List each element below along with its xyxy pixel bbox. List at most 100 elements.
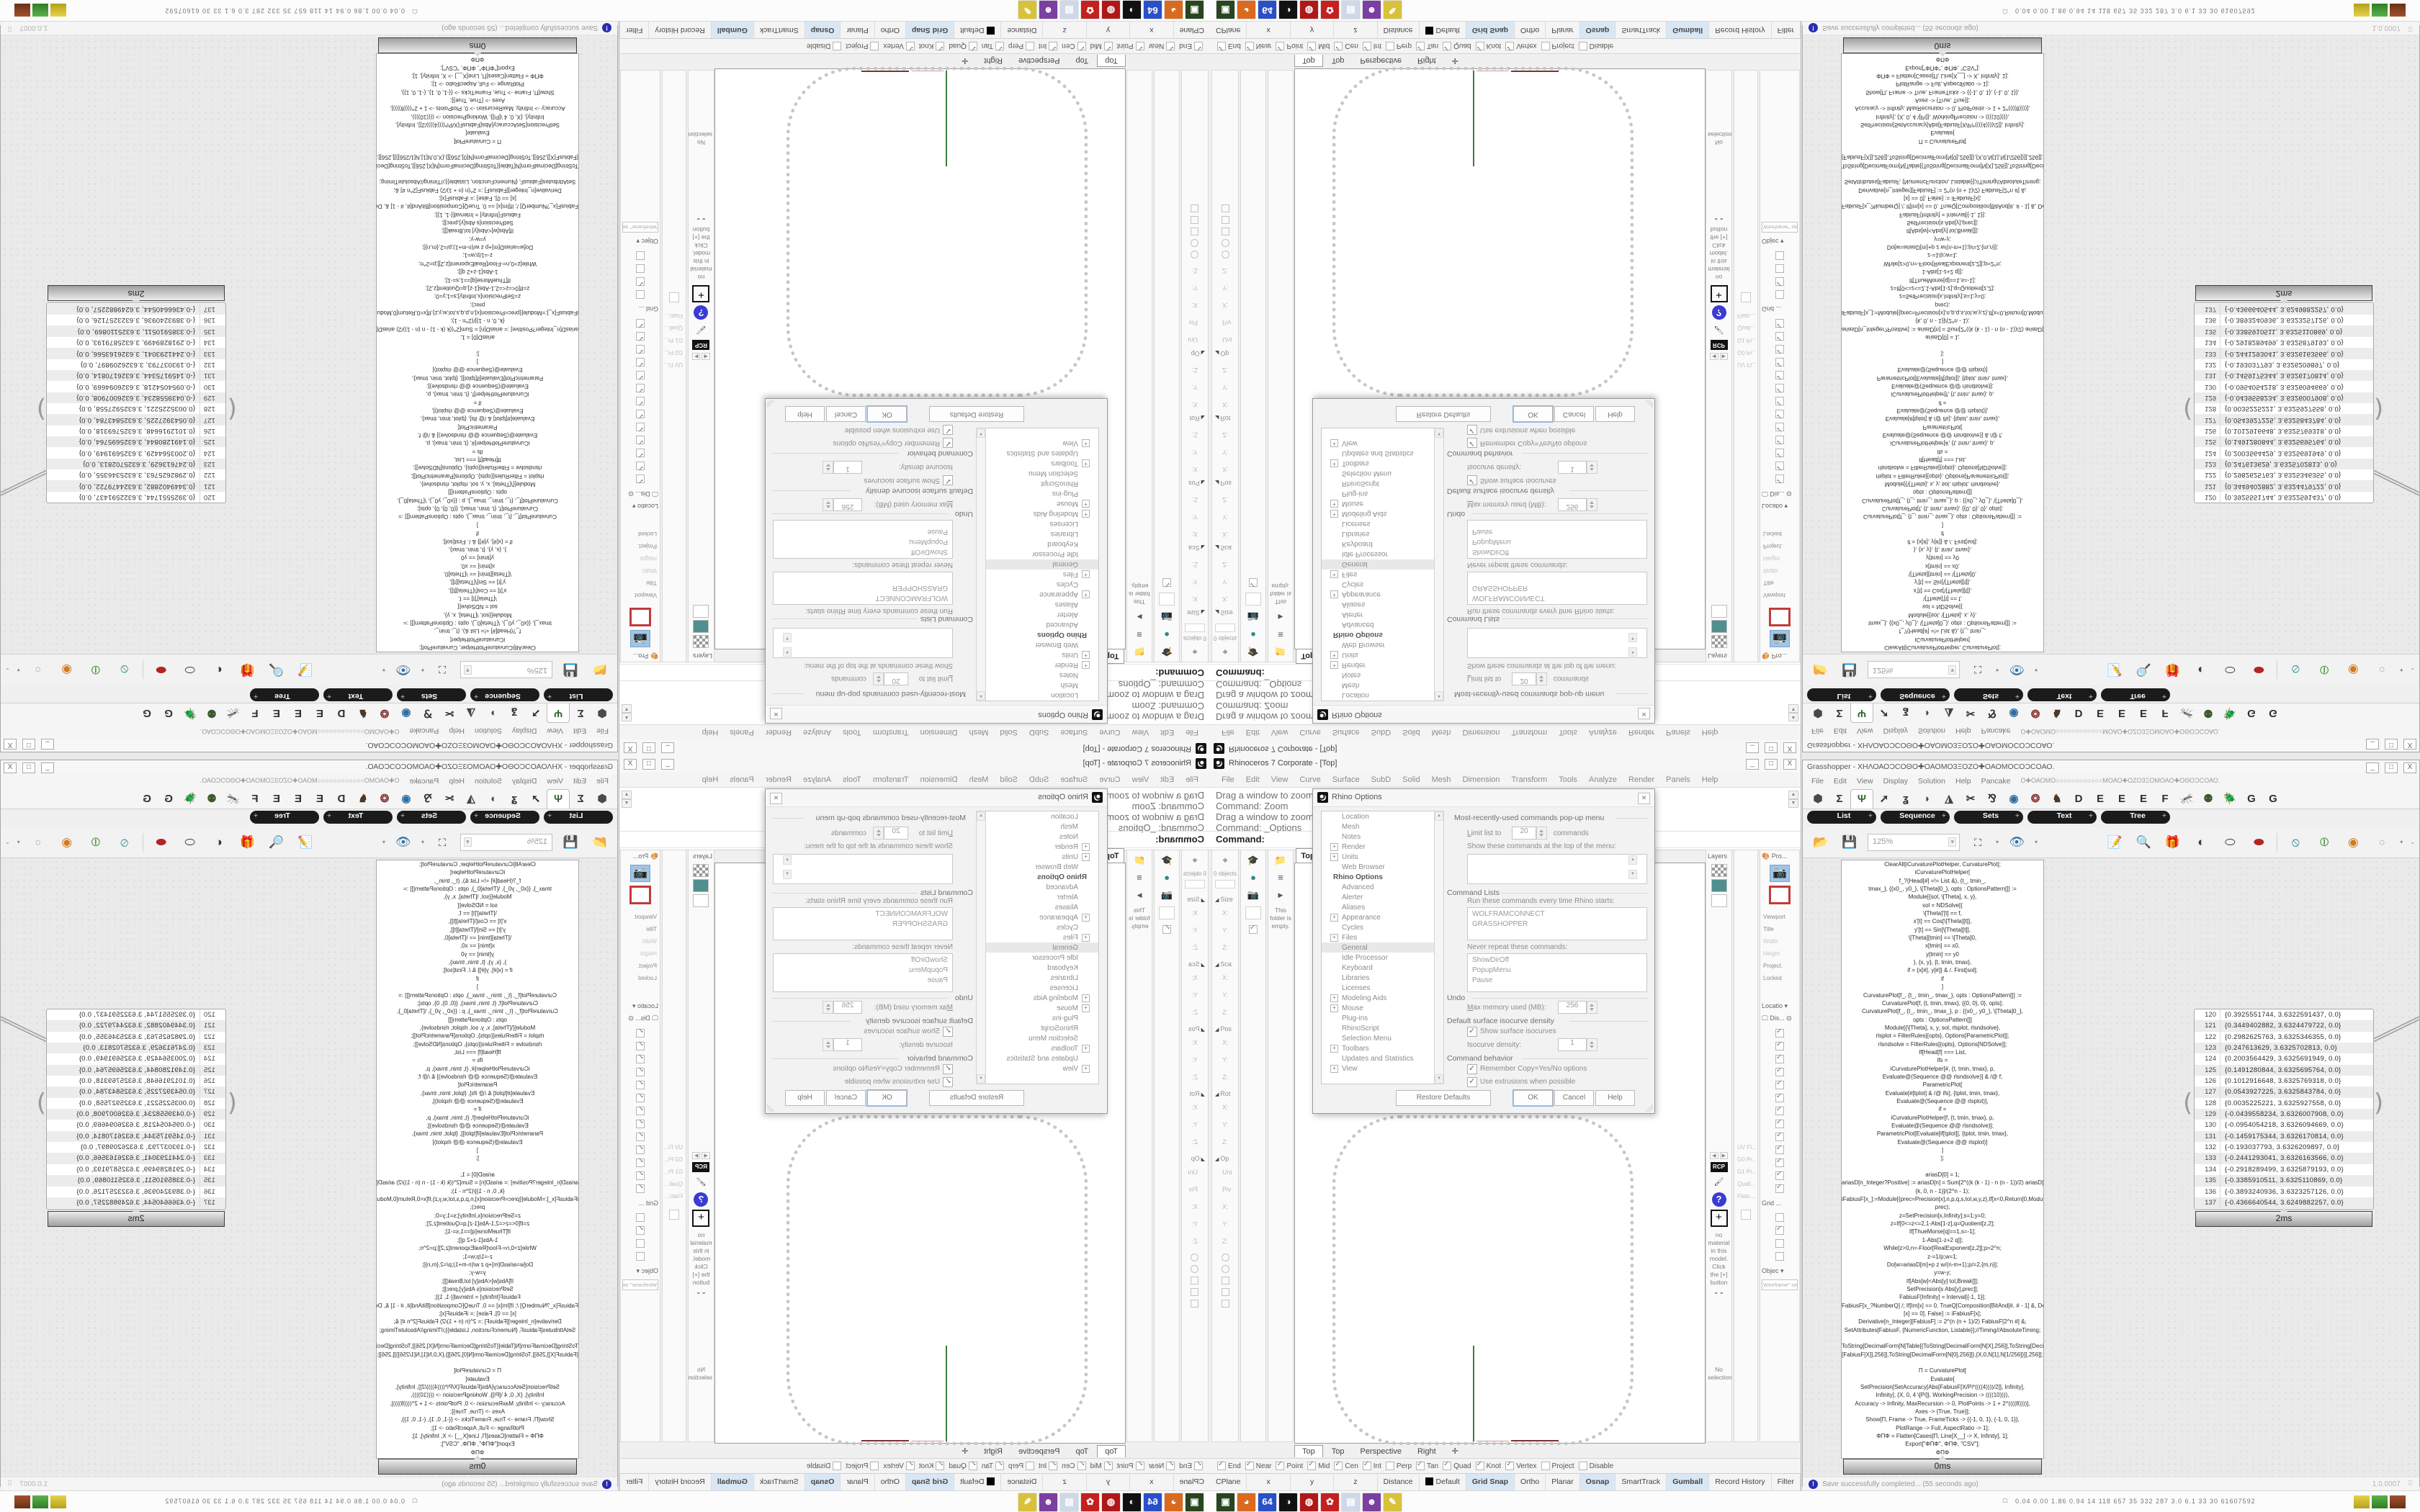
property-row-width[interactable]: Width — [1763, 938, 1778, 945]
display-eye-icon[interactable]: ◉ — [2009, 793, 2019, 805]
status-planar[interactable]: Planar — [840, 1474, 874, 1491]
gh-menu-edit[interactable]: Edit — [1833, 726, 1847, 736]
osnap-checkbox[interactable] — [1578, 42, 1587, 50]
panel-right-grip[interactable]: ) — [36, 395, 46, 423]
command-scroll-down-icon[interactable]: ▼ — [622, 799, 632, 808]
rhino-menu-subd[interactable]: SubD — [1028, 775, 1049, 784]
sparkline-green-icon[interactable] — [32, 1495, 48, 1508]
limit-list-spinner[interactable] — [1536, 827, 1547, 840]
display-option-checkbox[interactable] — [1775, 397, 1784, 405]
table-row[interactable]: 133 {-0.2441293041, 3.6326163566, 0.0} — [2195, 348, 2373, 359]
grid-option-checkbox[interactable] — [1775, 1252, 1784, 1261]
plugin-tab-d[interactable]: D — [2074, 793, 2083, 805]
property-row-width[interactable]: Width — [642, 938, 657, 945]
plugin-beetle-icon[interactable]: 🪲 — [183, 793, 197, 805]
table-row[interactable]: 130 {-0.0954054218, 3.6326094669, 0.0} — [47, 381, 225, 392]
resize-grip[interactable]: ⠿ — [6, 24, 13, 32]
system-monitor-icon[interactable]: ▣ — [1185, 1493, 1204, 1512]
expand-plus-icon[interactable]: + — [1082, 439, 1090, 447]
table-row[interactable]: 127 {0.0543927225, 3.6325843784, 0.0} — [2195, 1086, 2373, 1098]
display-option-checkbox[interactable] — [636, 410, 645, 418]
rhino-menu-help[interactable]: Help — [1701, 728, 1718, 737]
osnap-mid[interactable]: Mid — [1307, 1460, 1330, 1470]
gh-menu-edit[interactable]: Edit — [1833, 776, 1847, 786]
options-tree-item-alerter[interactable]: Alerter — [986, 892, 1098, 902]
add-material-button[interactable]: + — [1710, 1210, 1728, 1227]
grid-option-checkbox[interactable] — [1775, 277, 1784, 286]
dialog-titlebar[interactable]: Rhino Options ✕ — [1313, 789, 1654, 807]
gh-menu-file[interactable]: File — [1811, 726, 1824, 736]
object-section-label[interactable]: Objec ▾ — [1762, 238, 1784, 245]
red-app-icon[interactable]: ◍ — [1101, 0, 1121, 19]
panel-right-grip[interactable]: ) — [36, 1089, 46, 1117]
rhino-menu-subd[interactable]: SubD — [1371, 775, 1392, 784]
grid-option-checkbox[interactable] — [636, 1226, 645, 1235]
nav-left-icon[interactable]: ◀ — [702, 1152, 710, 1159]
osnap-project[interactable]: Project — [846, 42, 879, 50]
tray-expand-icon[interactable]: ☖ — [2002, 8, 2009, 15]
notepad-icon[interactable]: ▤ — [1059, 0, 1079, 19]
nav-right-icon[interactable]: ▶ — [1719, 1152, 1728, 1159]
expand-plus-icon[interactable]: + — [1082, 914, 1090, 922]
plugin-tab-e3[interactable]: E — [2139, 793, 2147, 805]
rhino-menu-render[interactable]: Render — [765, 775, 792, 784]
plugin-tab-e1[interactable]: E — [2096, 707, 2104, 719]
options-tree-item-rhinoscript[interactable]: RhinoScript — [1322, 479, 1434, 489]
osnap-checkbox[interactable] — [1135, 42, 1144, 50]
display-option-checkbox[interactable] — [636, 345, 645, 354]
plugin-tab-e2[interactable]: E — [295, 793, 302, 805]
cancel-button[interactable]: Cancel — [826, 406, 866, 422]
rhino-menu-edit[interactable]: Edit — [1160, 775, 1175, 784]
display-option-checkbox[interactable] — [636, 1133, 645, 1141]
viewport-tab-top-2[interactable]: Top — [1075, 56, 1089, 65]
unknown-object-icon[interactable]: 🎁 — [2164, 834, 2180, 849]
add-material-button[interactable]: + — [692, 1210, 710, 1227]
boxedit-radio[interactable] — [1191, 251, 1199, 258]
boxedit-checkbox[interactable] — [1221, 1300, 1229, 1308]
rhino-app-icon[interactable]: ◑ — [1278, 1493, 1298, 1512]
expand-plus-icon[interactable]: + — [1330, 590, 1338, 598]
options-tree-item-keyboard[interactable]: Keyboard — [1322, 539, 1434, 549]
status-ortho[interactable]: Ortho — [874, 1474, 905, 1491]
limit-list-spinner[interactable] — [873, 672, 884, 685]
options-tree-item-toolbars[interactable]: + Toolbars — [1322, 459, 1434, 469]
osnap-checkbox[interactable] — [1505, 1460, 1515, 1470]
options-tree-item-general[interactable]: General — [986, 942, 1098, 953]
layer-checker-icon[interactable] — [1711, 635, 1727, 648]
options-tree-item-selection-menu[interactable]: Selection Menu — [1322, 469, 1434, 479]
selection-region-icon[interactable]: ◌ — [35, 836, 41, 847]
gh-category-text[interactable]: Text — [2027, 811, 2097, 824]
menu-hamburger-icon[interactable]: ≡ — [1137, 872, 1142, 883]
table-row[interactable]: 132 {-0.193037793, 3.6326209897, 0.0} — [47, 1142, 225, 1153]
options-tree-item-appearance[interactable]: + Appearance — [986, 590, 1098, 600]
display-option-checkbox[interactable] — [1775, 345, 1784, 354]
boxedit-section-header[interactable]: Pos — [1212, 478, 1238, 491]
settings-gear-icon[interactable]: ✿ — [1080, 0, 1100, 19]
help-button[interactable]: Help — [785, 1090, 825, 1106]
resize-grip[interactable] — [1646, 1104, 1653, 1112]
expand-plus-icon[interactable]: + — [1330, 1065, 1338, 1073]
rhino-menu-file[interactable]: File — [1186, 775, 1198, 784]
scroll-up-icon[interactable]: ▲ — [977, 691, 985, 701]
display-mode-dropdown[interactable]: Wireframe" set... — [1762, 222, 1798, 233]
expand-plus-icon[interactable]: + — [1082, 1004, 1090, 1012]
options-tree-item-idle-processor[interactable]: Idle Processor — [986, 953, 1098, 963]
menu-hamburger-icon[interactable]: ≡ — [1278, 872, 1283, 883]
options-tree-item-aliases[interactable]: Aliases — [1322, 600, 1434, 610]
scroll-down-icon[interactable]: ▼ — [783, 633, 792, 642]
osnap-checkbox[interactable] — [1026, 42, 1035, 50]
red-rectangle-icon[interactable] — [1769, 608, 1791, 626]
gh-category-text[interactable]: Text — [323, 688, 393, 701]
isocurve-density-field[interactable]: 1 — [833, 1038, 862, 1051]
selection-region-icon[interactable]: ◌ — [35, 665, 41, 676]
grid-option-checkbox[interactable] — [636, 277, 645, 286]
sphere-bw-icon[interactable]: ◐ — [215, 834, 223, 849]
isocurve-density-field[interactable]: 1 — [1558, 1038, 1587, 1051]
maximize-button[interactable]: □ — [2385, 739, 2398, 750]
grid-option-checkbox[interactable] — [1775, 1213, 1784, 1222]
boxedit-checkbox[interactable] — [1221, 228, 1229, 235]
paint-palette-icon[interactable]: ✎ — [1383, 0, 1402, 19]
options-tree-item-notes[interactable]: Notes — [986, 670, 1098, 680]
osnap-checkbox[interactable] — [995, 42, 1004, 50]
target-gear-icon[interactable]: ⌖ — [1192, 647, 1198, 657]
